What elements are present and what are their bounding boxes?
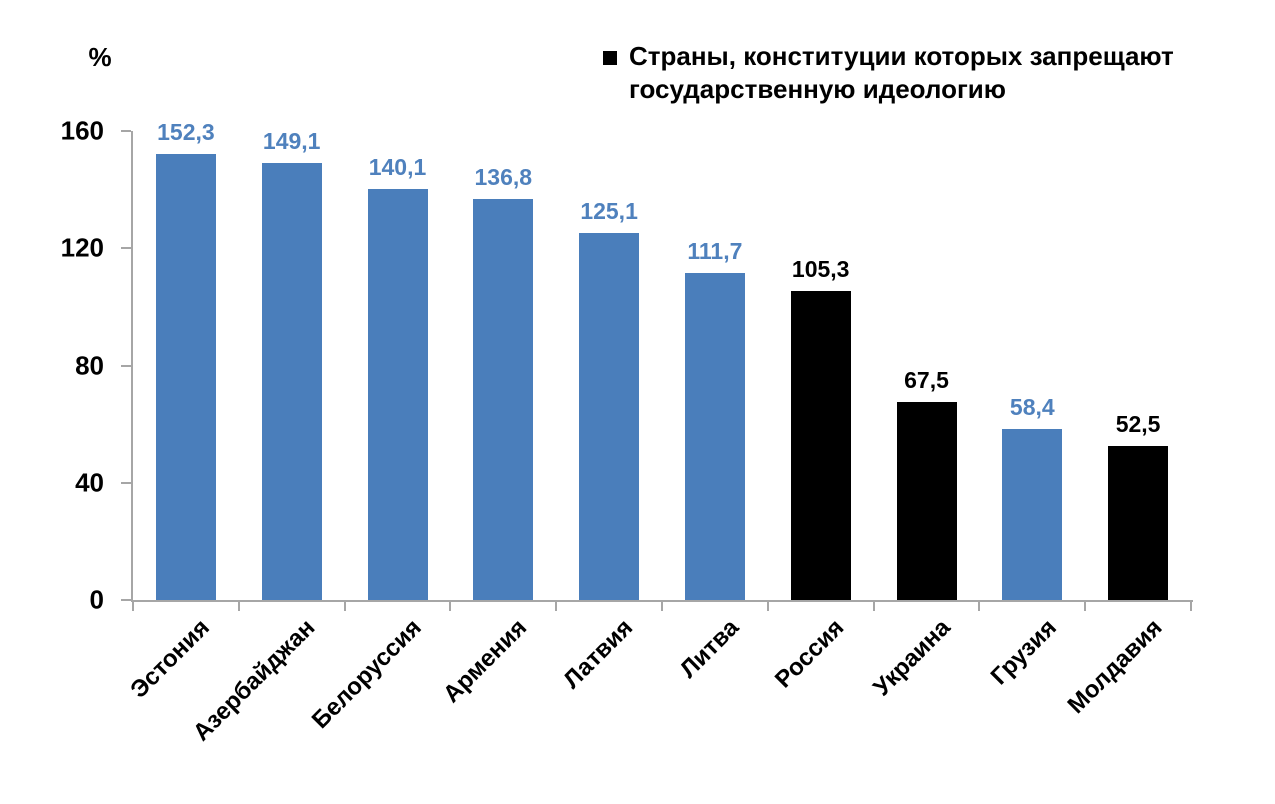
x-axis-tick-label: Литва bbox=[674, 614, 744, 684]
x-axis-tick bbox=[343, 600, 346, 611]
x-axis-tick-label: Молдавия bbox=[1062, 614, 1168, 719]
bar bbox=[1002, 428, 1063, 600]
y-axis-tick bbox=[121, 364, 131, 367]
x-axis-tick bbox=[555, 600, 558, 611]
legend-marker-square bbox=[603, 51, 617, 65]
y-axis-tick-labels: 0 40 80 120 160 bbox=[0, 116, 116, 615]
bar-value-label: 125,1 bbox=[580, 198, 638, 225]
bar bbox=[579, 233, 640, 600]
y-axis-line bbox=[131, 131, 133, 602]
bar bbox=[155, 153, 216, 600]
bar bbox=[896, 402, 957, 600]
x-axis-tick bbox=[1084, 600, 1087, 611]
x-axis-tick bbox=[1190, 600, 1192, 611]
bar bbox=[1108, 446, 1169, 600]
bar-value-label: 140,1 bbox=[368, 154, 427, 181]
x-axis-tick-label: Украина bbox=[868, 614, 956, 702]
bar bbox=[790, 291, 851, 600]
bar-value-label: 149,1 bbox=[262, 127, 321, 154]
bar-value-label: 105,3 bbox=[791, 256, 850, 283]
bar bbox=[684, 272, 745, 600]
bar-value-label: 67,5 bbox=[904, 367, 949, 394]
bar bbox=[473, 199, 534, 600]
x-axis-tick bbox=[449, 600, 452, 611]
y-axis-tick bbox=[121, 130, 131, 132]
y-axis-tick bbox=[121, 481, 131, 484]
x-axis-tick bbox=[872, 600, 875, 611]
bar bbox=[261, 162, 322, 600]
legend-label: Страны, конституции которых запрещают го… bbox=[629, 41, 1174, 104]
x-axis-labels: Эстония Азербайджан Белоруссия Армения Латви… bbox=[125, 600, 1191, 800]
x-axis-tick-label: Россия bbox=[770, 614, 850, 694]
bar bbox=[367, 189, 428, 600]
y-axis-tick bbox=[121, 599, 131, 601]
x-axis-tick-label: Эстония bbox=[125, 614, 215, 704]
chart-legend: Страны, конституции которых запрещают го… bbox=[603, 40, 1265, 106]
y-axis-tick-label: 120 bbox=[60, 232, 104, 263]
bar-value-label: 52,5 bbox=[1115, 411, 1161, 438]
y-axis-unit-label: % bbox=[88, 42, 112, 72]
y-axis-tick-label: 40 bbox=[75, 467, 104, 498]
x-axis-tick-label: Грузия bbox=[985, 614, 1062, 691]
bar-value-label: 152,3 bbox=[157, 118, 215, 145]
y-axis-tick bbox=[121, 247, 131, 250]
plot-area: 152,3 149,1 140,1 136,8 125,1 111,7 105,3 67,5 5… bbox=[121, 119, 1193, 611]
y-axis-tick-label: 0 bbox=[89, 584, 104, 615]
x-axis-tick bbox=[978, 600, 981, 611]
x-axis-tick bbox=[237, 600, 240, 611]
x-axis-tick-label: Армения bbox=[438, 614, 533, 709]
y-axis-tick-label: 160 bbox=[60, 115, 104, 146]
x-axis-tick-label: Латвия bbox=[558, 614, 639, 694]
x-axis-tick bbox=[661, 600, 663, 611]
x-axis-tick bbox=[132, 600, 134, 611]
bar-value-label: 58,4 bbox=[1009, 393, 1055, 420]
x-axis-tick bbox=[766, 600, 769, 611]
bar-value-label: 111,7 bbox=[687, 237, 743, 264]
x-axis-tick-label: Белоруссия bbox=[306, 614, 427, 735]
y-axis-tick-label: 80 bbox=[75, 350, 104, 380]
bar-value-label: 136,8 bbox=[474, 164, 533, 191]
